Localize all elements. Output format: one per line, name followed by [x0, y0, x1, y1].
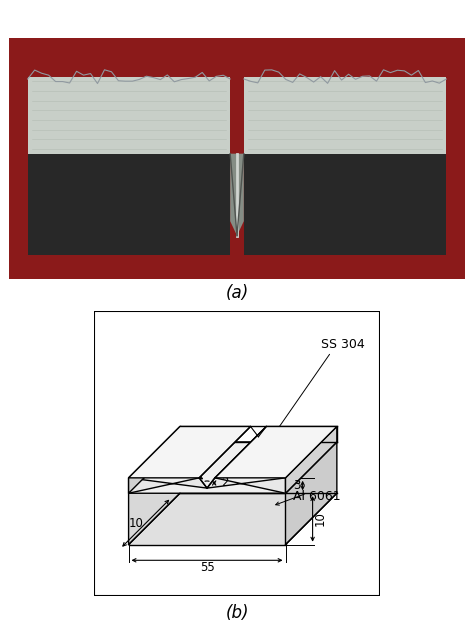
- Text: 45°: 45°: [154, 448, 174, 460]
- Text: (b): (b): [225, 604, 249, 623]
- Polygon shape: [215, 427, 337, 478]
- Polygon shape: [128, 442, 180, 545]
- Text: 3: 3: [293, 479, 301, 492]
- Polygon shape: [128, 478, 207, 493]
- Polygon shape: [285, 427, 337, 493]
- Text: 2: 2: [221, 477, 229, 489]
- Text: 10: 10: [128, 517, 143, 530]
- Polygon shape: [27, 77, 230, 153]
- Text: Al 6061: Al 6061: [293, 489, 341, 503]
- Polygon shape: [128, 442, 337, 493]
- Polygon shape: [244, 153, 447, 255]
- Polygon shape: [244, 77, 447, 153]
- Text: 55: 55: [200, 561, 214, 574]
- Polygon shape: [285, 442, 337, 545]
- Polygon shape: [230, 153, 244, 236]
- Text: 10: 10: [313, 512, 326, 526]
- Polygon shape: [128, 427, 180, 493]
- Polygon shape: [27, 153, 230, 255]
- Polygon shape: [128, 493, 285, 545]
- Polygon shape: [9, 38, 465, 279]
- Text: SS 304: SS 304: [321, 339, 365, 351]
- Polygon shape: [207, 478, 285, 493]
- Text: (a): (a): [225, 284, 249, 302]
- Polygon shape: [128, 427, 251, 478]
